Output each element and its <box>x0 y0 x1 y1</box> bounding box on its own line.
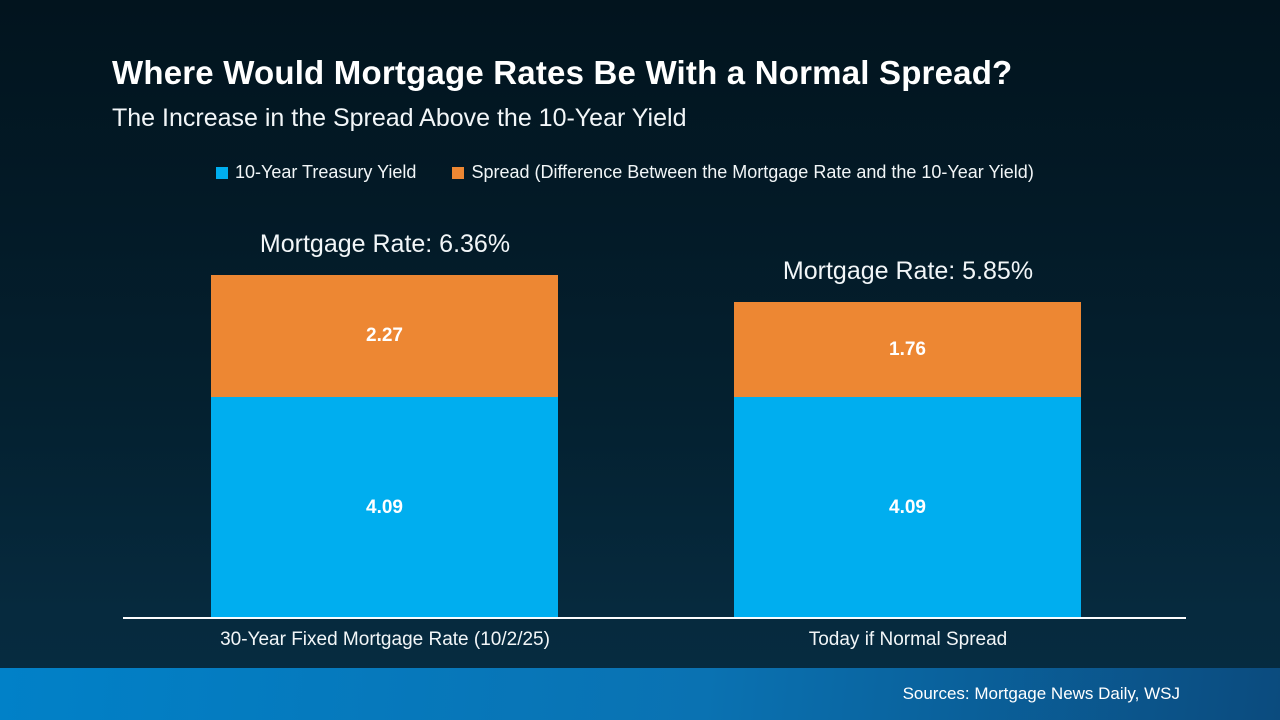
legend-label-treasury-yield: 10-Year Treasury Yield <box>235 162 417 182</box>
total-label-normal-spread-mortgage-rate: Mortgage Rate: 5.85% <box>782 257 1034 286</box>
bar-segment-treasury-current: 4.09 <box>211 397 558 618</box>
spread-swatch-icon <box>452 166 465 179</box>
total-label-current-mortgage-rate: Mortgage Rate: 6.36% <box>259 229 511 258</box>
x-axis-line <box>123 617 1186 619</box>
source-credit: Sources: Mortgage News Daily, WSJ <box>902 684 1180 703</box>
bar-segment-spread-current: 2.27 <box>211 274 558 398</box>
legend-item-spread: Spread (Difference Between the Mortgage … <box>452 162 1034 183</box>
bar-value-treasury-current: 4.09 <box>366 496 403 518</box>
bar-value-treasury-normal: 4.09 <box>889 496 926 518</box>
bar-segment-spread-normal: 1.76 <box>734 302 1081 398</box>
bar-value-spread-normal: 1.76 <box>889 338 926 360</box>
x-axis-label-current-mortgage-rate: 30-Year Fixed Mortgage Rate (10/2/25) <box>220 629 550 650</box>
bar-value-spread-current: 2.27 <box>366 324 403 346</box>
stacked-bar-current-mortgage-rate: 2.27 4.09 <box>211 274 558 618</box>
chart-legend: 10-Year Treasury Yield Spread (Differenc… <box>216 162 1034 183</box>
footer-bar: Sources: Mortgage News Daily, WSJ <box>0 668 1280 720</box>
chart-subtitle: The Increase in the Spread Above the 10-… <box>112 104 687 132</box>
stacked-bar-normal-spread: 1.76 4.09 <box>734 302 1081 618</box>
chart-title: Where Would Mortgage Rates Be With a Nor… <box>112 54 1013 91</box>
x-axis-label-normal-spread: Today if Normal Spread <box>808 629 1008 650</box>
bar-segment-treasury-normal: 4.09 <box>734 397 1081 618</box>
legend-item-treasury-yield: 10-Year Treasury Yield <box>216 162 416 183</box>
treasury-yield-swatch-icon <box>216 166 228 179</box>
legend-label-spread: Spread (Difference Between the Mortgage … <box>471 162 1034 182</box>
